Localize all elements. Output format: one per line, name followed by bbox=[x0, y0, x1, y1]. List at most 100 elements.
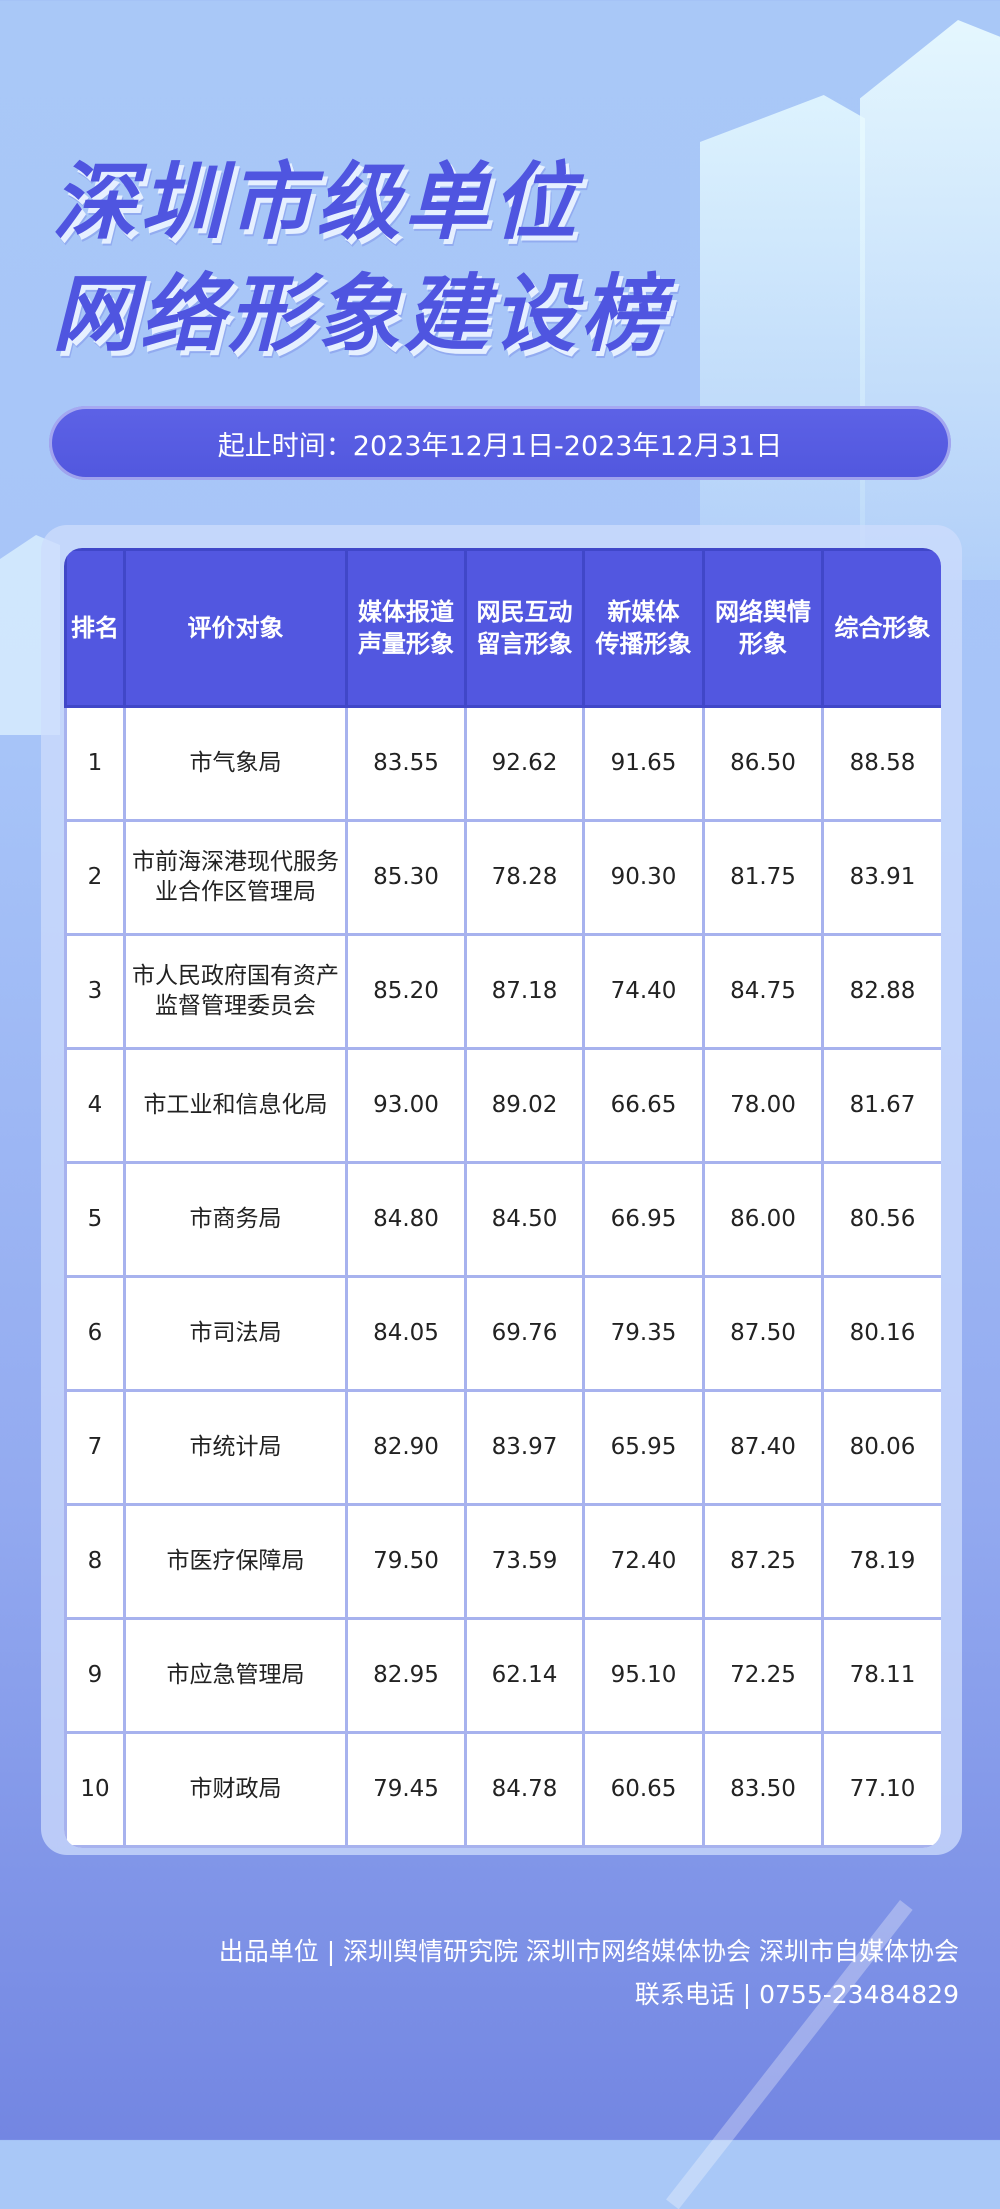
score-cell: 74.40 bbox=[582, 933, 705, 1050]
score-cell: 87.40 bbox=[702, 1389, 824, 1506]
score-cell: 84.78 bbox=[464, 1731, 585, 1848]
unit-name-cell: 市医疗保障局 bbox=[123, 1503, 348, 1620]
column-header-text: 评价对象 bbox=[187, 613, 284, 642]
column-header-text: 网络舆情 bbox=[715, 597, 811, 626]
score-cell: 90.30 bbox=[582, 819, 705, 936]
rank-cell: 8 bbox=[64, 1503, 126, 1620]
rank-cell: 2 bbox=[64, 819, 126, 936]
score-cell: 79.50 bbox=[345, 1503, 467, 1620]
score-cell: 80.56 bbox=[821, 1161, 941, 1278]
table-row: 2 市前海深港现代服务 业合作区管理局 85.30 78.28 90.30 81.75 83.… bbox=[64, 819, 941, 936]
unit-name-cell: 市工业和信息化局 bbox=[123, 1047, 348, 1164]
score-cell: 82.95 bbox=[345, 1617, 467, 1734]
score-cell: 84.80 bbox=[345, 1161, 467, 1278]
score-cell: 85.30 bbox=[345, 819, 467, 936]
score-cell: 83.97 bbox=[464, 1389, 585, 1506]
table-row: 8 市医疗保障局 79.50 73.59 72.40 87.25 78.19 bbox=[64, 1503, 941, 1620]
score-cell: 73.59 bbox=[464, 1503, 585, 1620]
score-cell: 85.20 bbox=[345, 933, 467, 1050]
column-header-text: 形象 bbox=[739, 630, 787, 658]
score-cell: 66.95 bbox=[582, 1161, 705, 1278]
score-cell: 87.18 bbox=[464, 933, 585, 1050]
column-header: 综合形象 bbox=[821, 548, 941, 708]
column-header-text: 声量形象 bbox=[358, 630, 454, 658]
score-cell: 72.40 bbox=[582, 1503, 705, 1620]
score-cell: 80.16 bbox=[821, 1275, 941, 1392]
table-row: 9 市应急管理局 82.95 62.14 95.10 72.25 78.11 bbox=[64, 1617, 941, 1734]
score-cell: 86.50 bbox=[702, 705, 824, 822]
contact-phone: 联系电话 | 0755-23484829 bbox=[634, 1980, 959, 2009]
unit-name-text: 监督管理委员会 bbox=[155, 992, 316, 1019]
column-header: 排名 bbox=[64, 548, 126, 708]
rank-cell: 9 bbox=[64, 1617, 126, 1734]
unit-name-text: 市商务局 bbox=[189, 1205, 282, 1232]
table-row: 4 市工业和信息化局 93.00 89.02 66.65 78.00 81.67 bbox=[64, 1047, 941, 1164]
table-row: 1 市气象局 83.55 92.62 91.65 86.50 88.58 bbox=[64, 705, 941, 822]
score-cell: 83.55 bbox=[345, 705, 467, 822]
score-cell: 79.45 bbox=[345, 1731, 467, 1848]
column-header-text: 综合形象 bbox=[834, 613, 931, 642]
rank-cell: 7 bbox=[64, 1389, 126, 1506]
rank-cell: 3 bbox=[64, 933, 126, 1050]
unit-name-cell: 市司法局 bbox=[123, 1275, 348, 1392]
column-header-text: 新媒体 bbox=[607, 597, 680, 626]
column-header-text: 传播形象 bbox=[595, 630, 692, 658]
score-cell: 78.28 bbox=[464, 819, 585, 936]
unit-name-text: 市司法局 bbox=[189, 1319, 282, 1346]
score-cell: 65.95 bbox=[582, 1389, 705, 1506]
score-cell: 62.14 bbox=[464, 1617, 585, 1734]
score-cell: 81.67 bbox=[821, 1047, 941, 1164]
unit-name-cell: 市统计局 bbox=[123, 1389, 348, 1506]
score-cell: 86.00 bbox=[702, 1161, 824, 1278]
score-cell: 91.65 bbox=[582, 705, 705, 822]
page-title-line1: 深圳市级单位 bbox=[52, 153, 581, 251]
table-row: 3 市人民政府国有资产 监督管理委员会 85.20 87.18 74.40 84.75 82.… bbox=[64, 933, 941, 1050]
score-cell: 83.91 bbox=[821, 819, 941, 936]
unit-name-cell: 市前海深港现代服务 业合作区管理局 bbox=[123, 819, 348, 936]
page-title-line2: 网络形象建设榜 bbox=[52, 265, 669, 363]
unit-name-cell: 市气象局 bbox=[123, 705, 348, 822]
score-cell: 66.65 bbox=[582, 1047, 705, 1164]
rank-cell: 4 bbox=[64, 1047, 126, 1164]
score-cell: 79.35 bbox=[582, 1275, 705, 1392]
score-cell: 78.00 bbox=[702, 1047, 824, 1164]
score-cell: 60.65 bbox=[582, 1731, 705, 1848]
column-header: 网民互动 留言形象 bbox=[464, 548, 585, 708]
date-range-text: 起止时间：2023年12月1日-2023年12月31日 bbox=[217, 430, 783, 462]
score-cell: 83.50 bbox=[702, 1731, 824, 1848]
decorative-building bbox=[700, 95, 865, 565]
unit-name-text: 市工业和信息化局 bbox=[143, 1091, 328, 1118]
score-cell: 78.19 bbox=[821, 1503, 941, 1620]
unit-name-text: 业合作区管理局 bbox=[155, 878, 316, 905]
score-cell: 95.10 bbox=[582, 1617, 705, 1734]
score-cell: 82.88 bbox=[821, 933, 941, 1050]
table-header-row: 排名 评价对象 媒体报道 声量形象 网民互动 留言形象 新媒体 传播形象 网络舆情 形象 综合形象 bbox=[64, 548, 941, 708]
score-cell: 78.11 bbox=[821, 1617, 941, 1734]
rank-cell: 5 bbox=[64, 1161, 126, 1278]
unit-name-text: 市前海深港现代服务 bbox=[132, 848, 339, 875]
column-header: 新媒体 传播形象 bbox=[582, 548, 705, 708]
score-cell: 72.25 bbox=[702, 1617, 824, 1734]
unit-name-cell: 市人民政府国有资产 监督管理委员会 bbox=[123, 933, 348, 1050]
score-cell: 84.05 bbox=[345, 1275, 467, 1392]
unit-name-text: 市统计局 bbox=[189, 1433, 282, 1460]
table-row: 7 市统计局 82.90 83.97 65.95 87.40 80.06 bbox=[64, 1389, 941, 1506]
score-cell: 77.10 bbox=[821, 1731, 941, 1848]
rank-cell: 10 bbox=[64, 1731, 126, 1848]
decorative-building bbox=[860, 20, 1000, 580]
score-cell: 87.50 bbox=[702, 1275, 824, 1392]
column-header-text: 网民互动 bbox=[476, 597, 573, 626]
score-cell: 84.75 bbox=[702, 933, 824, 1050]
score-cell: 81.75 bbox=[702, 819, 824, 936]
column-header-text: 留言形象 bbox=[476, 630, 573, 658]
ranking-table: 排名 评价对象 媒体报道 声量形象 网民互动 留言形象 新媒体 传播形象 网络舆情 形象 综合形象 … bbox=[64, 548, 941, 1848]
score-cell: 69.76 bbox=[464, 1275, 585, 1392]
score-cell: 82.90 bbox=[345, 1389, 467, 1506]
score-cell: 88.58 bbox=[821, 705, 941, 822]
unit-name-cell: 市财政局 bbox=[123, 1731, 348, 1848]
column-header: 评价对象 bbox=[123, 548, 348, 708]
score-cell: 84.50 bbox=[464, 1161, 585, 1278]
table-row: 6 市司法局 84.05 69.76 79.35 87.50 80.16 bbox=[64, 1275, 941, 1392]
column-header-text: 媒体报道 bbox=[358, 597, 454, 626]
ranking-table-container: 排名 评价对象 媒体报道 声量形象 网民互动 留言形象 新媒体 传播形象 网络舆情 形象 综合形象 … bbox=[64, 548, 941, 1848]
